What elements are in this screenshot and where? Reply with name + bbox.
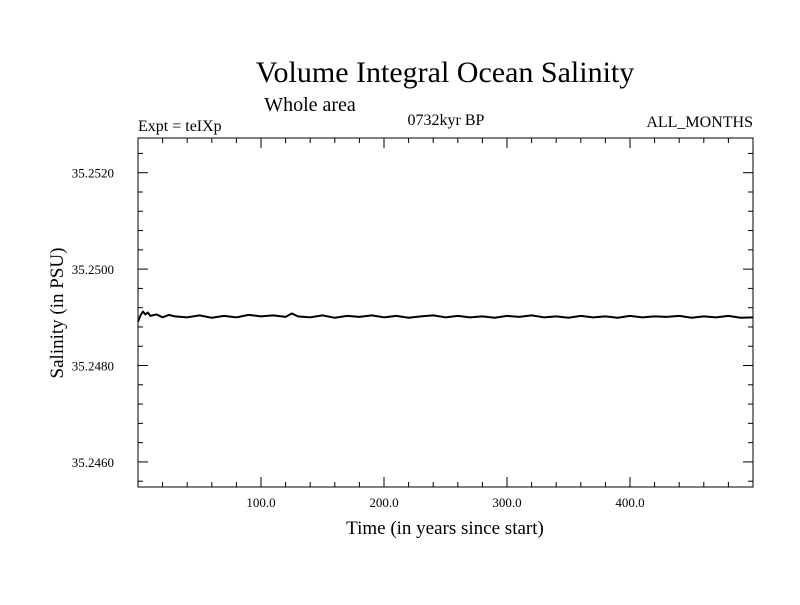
chart-subtitle: Whole area bbox=[264, 94, 356, 116]
salinity-series-line bbox=[137, 310, 754, 323]
months-label: ALL_MONTHS bbox=[646, 114, 753, 131]
ticks-layer bbox=[138, 138, 753, 487]
x-tick-label: 400.0 bbox=[615, 495, 644, 510]
x-tick-label: 300.0 bbox=[492, 495, 521, 510]
x-axis-label: Time (in years since start) bbox=[346, 518, 544, 539]
y-tick-label: 35.2460 bbox=[72, 455, 114, 470]
tick-labels-layer: 100.0 200.0 300.0 400.0 35.2460 35.2480 35.250… bbox=[72, 166, 645, 510]
x-tick-label: 100.0 bbox=[246, 495, 275, 510]
y-tick-label: 35.2520 bbox=[72, 166, 114, 181]
chart-title: Volume Integral Ocean Salinity bbox=[256, 56, 635, 89]
y-tick-label: 35.2480 bbox=[72, 359, 114, 374]
period-label: 0732kyr BP bbox=[408, 112, 485, 129]
y-axis-label: Salinity (in PSU) bbox=[47, 248, 68, 379]
series-layer bbox=[137, 310, 754, 323]
experiment-label: Expt = teIXp bbox=[138, 118, 222, 135]
x-tick-label: 200.0 bbox=[369, 495, 398, 510]
plot-frame bbox=[137, 137, 754, 488]
y-tick-label: 35.2500 bbox=[72, 262, 114, 277]
